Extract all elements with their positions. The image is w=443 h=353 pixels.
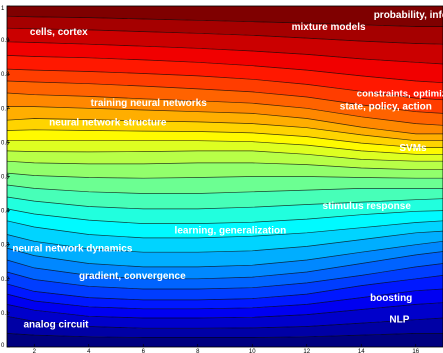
- axes: 00.10.20.30.40.50.60.70.80.912 4 6 8 10 12 14 1…: [1, 5, 443, 353]
- boundary-lines: [6, 15, 443, 338]
- series-boundary-line: [6, 220, 443, 239]
- series-boundary-line: [7, 140, 443, 155]
- x-tick-label: 8: [196, 349, 200, 353]
- series-boundary-line: [6, 129, 443, 148]
- area-band: [7, 208, 443, 238]
- series-boundary-line: [6, 15, 443, 27]
- y-tick-label: 0.1: [1, 311, 10, 317]
- area-band: [7, 220, 443, 253]
- series-boundary-line: [6, 118, 443, 142]
- area-band: [7, 118, 443, 148]
- topic-label: stimulus response: [323, 201, 412, 212]
- area-band: [7, 289, 443, 318]
- topic-label: training neural networks: [91, 98, 208, 109]
- area-band: [7, 185, 443, 209]
- series-boundary-line: [6, 41, 443, 65]
- y-tick-label: 0.9: [1, 38, 10, 44]
- area-band: [7, 55, 443, 100]
- y-tick-label: 0.4: [1, 209, 10, 215]
- series-boundary-line: [6, 92, 443, 126]
- topic-label: gradient, convergence: [79, 271, 186, 282]
- topic-labels: probability, inference cells, cortex mixtu…: [12, 10, 443, 331]
- series-boundary-line: [6, 160, 443, 171]
- area-band: [7, 81, 443, 126]
- series-boundary-line: [6, 333, 443, 338]
- area-band: [7, 6, 443, 27]
- x-tick-label: 12: [303, 349, 310, 353]
- series-boundary-line: [6, 150, 443, 162]
- x-tick-label: 2: [33, 349, 37, 353]
- topic-label: boosting: [370, 293, 412, 304]
- area-band: [7, 41, 443, 83]
- topic-label: neural network structure: [49, 117, 167, 128]
- series-boundary-line: [6, 80, 443, 114]
- area-band: [7, 69, 443, 114]
- area-band: [7, 263, 443, 300]
- series-boundary-line: [6, 196, 443, 210]
- area-band: [7, 275, 443, 309]
- area-band: [7, 129, 443, 155]
- area-band: [7, 316, 443, 338]
- series-boundary-line: [6, 208, 443, 224]
- y-tick-label: 0: [1, 343, 5, 349]
- topic-label: probability, inference: [374, 10, 443, 21]
- y-tick-label: 0.3: [1, 243, 10, 249]
- series-boundary-line: [6, 184, 443, 194]
- area-band: [7, 231, 443, 267]
- y-tick-label: 0.8: [1, 72, 10, 78]
- area-band: [7, 251, 443, 289]
- series-boundary-line: [6, 230, 443, 253]
- topic-label: NLP: [389, 315, 409, 326]
- series-boundary-line: [6, 251, 443, 280]
- series-boundary-line: [6, 315, 443, 329]
- series-boundary-line: [6, 302, 443, 319]
- x-tick-label: 16: [412, 349, 419, 353]
- area-band: [7, 140, 443, 162]
- topic-label: state, policy, action: [340, 101, 432, 112]
- x-tick-label: 4: [87, 349, 91, 353]
- area-band: [7, 16, 443, 45]
- series-boundary-line: [6, 288, 443, 310]
- series-boundary-line: [7, 106, 443, 135]
- area-band: [7, 150, 443, 170]
- topic-label: mixture models: [292, 22, 366, 33]
- y-tick-label: 0.5: [1, 175, 10, 181]
- y-tick-label: 1: [1, 6, 5, 12]
- series-boundary-line: [6, 172, 443, 179]
- x-tick-label: 14: [358, 349, 365, 353]
- series-boundary-line: [6, 263, 443, 290]
- topic-label: cells, cortex: [30, 27, 88, 38]
- area-bands: [7, 6, 443, 347]
- area-band: [7, 161, 443, 179]
- area-band: [7, 28, 443, 64]
- topic-label: learning, generalization: [175, 226, 287, 237]
- topic-label: neural network dynamics: [12, 244, 132, 255]
- y-tick-label: 0.7: [1, 106, 10, 112]
- area-band: [7, 173, 443, 194]
- topic-label: constraints, optimization: [357, 88, 443, 99]
- topic-label: SVMs: [399, 143, 427, 154]
- topic-label: analog circuit: [23, 320, 89, 331]
- series-boundary-line: [6, 240, 443, 268]
- x-tick-label: 10: [249, 349, 256, 353]
- area-band: [7, 241, 443, 279]
- y-tick-label: 0.2: [1, 277, 10, 283]
- area-band: [7, 333, 443, 347]
- x-tick-label: 6: [142, 349, 146, 353]
- y-tick-label: 0.6: [1, 140, 10, 146]
- series-boundary-line: [6, 68, 443, 101]
- series-boundary-line: [6, 55, 443, 84]
- area-band: [7, 93, 443, 134]
- series-boundary-line: [6, 275, 443, 301]
- area-band: [7, 106, 443, 141]
- series-boundary-line: [6, 27, 443, 45]
- area-band: [7, 302, 443, 329]
